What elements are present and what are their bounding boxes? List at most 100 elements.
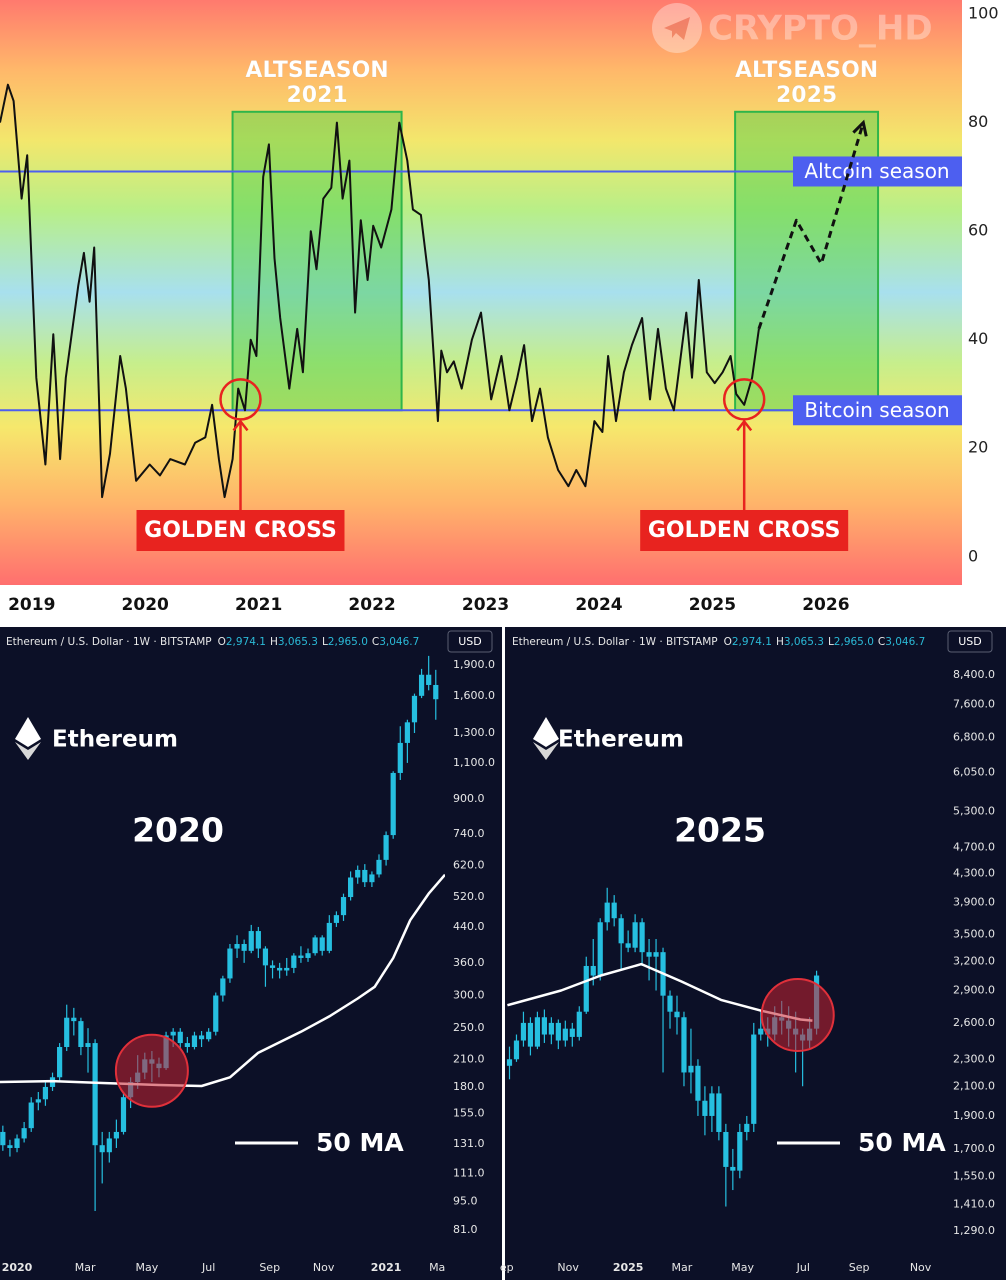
- x-tick-label: 2023: [462, 595, 509, 615]
- year-label: 2025: [674, 811, 766, 850]
- candle-body: [709, 1093, 715, 1116]
- candle-body: [291, 955, 297, 968]
- candle-body: [426, 674, 432, 685]
- x-tick-label: 2026: [802, 595, 849, 615]
- x-tick-label: May: [136, 1261, 159, 1274]
- candle-body: [298, 955, 304, 958]
- x-tick-label: Sep: [849, 1261, 870, 1274]
- candle-body: [513, 1040, 520, 1060]
- arrow-head: [736, 419, 753, 432]
- x-tick-label: May: [731, 1261, 754, 1274]
- candle-body: [611, 902, 617, 919]
- candle-body: [85, 1043, 91, 1048]
- y-tick-label: 1,900.0: [453, 658, 495, 671]
- ohlc-key: H: [270, 636, 278, 648]
- candle-body: [688, 1065, 694, 1073]
- candle-body: [632, 922, 638, 948]
- golden-cross-highlight: [114, 1033, 189, 1108]
- candle-body: [7, 1145, 13, 1148]
- ohlc-key: O: [724, 636, 732, 648]
- candle-body: [397, 742, 403, 773]
- x-tick-label: Sep: [259, 1261, 280, 1274]
- candle-body: [590, 965, 596, 976]
- panel-left: [0, 627, 502, 1280]
- candle-body: [369, 874, 375, 883]
- region-label: ALTSEASON: [735, 58, 878, 83]
- candle-body: [681, 1017, 687, 1073]
- y-tick-label: 95.0: [453, 1194, 478, 1207]
- candle-body: [639, 922, 645, 953]
- candle-body: [404, 722, 410, 743]
- ohlc-key: L: [322, 636, 328, 648]
- candle-body: [319, 937, 325, 951]
- candle-body: [213, 995, 219, 1032]
- ohlc-key: O: [218, 636, 226, 648]
- candle-body: [198, 1035, 205, 1040]
- candle-body: [234, 944, 240, 949]
- y-tick-label: 3,500.0: [953, 928, 995, 941]
- ohlc-value: 2,974.1: [226, 636, 266, 648]
- candle-body: [0, 1131, 6, 1146]
- ohlc-value: 3,065.3: [278, 636, 318, 648]
- candle-body: [562, 1028, 568, 1041]
- y-tick-label: 2,900.0: [953, 984, 995, 997]
- y-tick-label: 2,600.0: [953, 1016, 995, 1029]
- candle-body: [576, 1011, 582, 1037]
- symbol-header: Ethereum / U.S. Dollar · 1W · BITSTAMP O2…: [6, 636, 419, 648]
- region-label: ALTSEASON: [245, 58, 388, 83]
- candle-body: [28, 1102, 34, 1129]
- golden-cross-box: [640, 510, 849, 551]
- candle-body: [667, 995, 673, 1012]
- candle-body: [355, 869, 361, 878]
- y-tick-label: 111.0: [453, 1166, 485, 1179]
- candle-body: [21, 1128, 27, 1139]
- candle-body: [340, 897, 347, 916]
- candle-body: [555, 1022, 561, 1041]
- candle-body: [383, 835, 389, 860]
- x-tick-label: Jul: [796, 1261, 810, 1274]
- y-tick-label: 60: [968, 221, 988, 240]
- candle-body: [625, 943, 631, 948]
- candle-body: [744, 1123, 750, 1132]
- y-tick-label: 81.0: [453, 1223, 478, 1236]
- candle-body: [751, 1034, 757, 1124]
- region-label: 2025: [776, 83, 837, 108]
- plot-background: [0, 0, 962, 585]
- candle-body: [206, 1031, 212, 1040]
- reference-label: Bitcoin season: [804, 398, 949, 422]
- candle-body: [333, 915, 340, 923]
- x-tick-label: Nov: [910, 1261, 932, 1274]
- y-tick-label: 3,200.0: [953, 954, 995, 967]
- candle-body: [284, 967, 290, 971]
- golden-cross-box: [136, 510, 345, 551]
- ohlc-key: H: [776, 636, 784, 648]
- y-tick-label: 210.0: [453, 1052, 485, 1065]
- candle-body: [248, 931, 254, 951]
- candle-body: [99, 1145, 105, 1153]
- candle-body: [548, 1022, 554, 1035]
- x-tick-label: ep: [500, 1261, 514, 1274]
- ohlc-key: L: [828, 636, 834, 648]
- y-tick-label: 2,100.0: [953, 1079, 995, 1092]
- x-tick-label: 2025: [613, 1261, 644, 1274]
- x-tick-label: 2019: [8, 595, 55, 615]
- candle-body: [390, 772, 396, 836]
- asset-name: Ethereum: [52, 727, 178, 753]
- y-tick-label: 740.0: [453, 827, 485, 840]
- candle-body: [170, 1031, 176, 1036]
- ohlc-value: 2,965.0: [328, 636, 368, 648]
- candle-body: [411, 695, 418, 723]
- y-tick-label: 131.0: [453, 1137, 485, 1150]
- candle-body: [262, 948, 269, 966]
- candle-body: [184, 1043, 190, 1048]
- y-tick-label: 620.0: [453, 859, 485, 872]
- candle-body: [583, 965, 589, 1012]
- candle-body: [71, 1017, 77, 1022]
- reference-label-box: [793, 156, 962, 187]
- candle-body: [737, 1131, 743, 1171]
- x-tick-label: 2024: [575, 595, 622, 615]
- candle-body: [534, 1017, 541, 1047]
- candle-body: [348, 877, 354, 898]
- y-tick-label: 155.0: [453, 1107, 485, 1120]
